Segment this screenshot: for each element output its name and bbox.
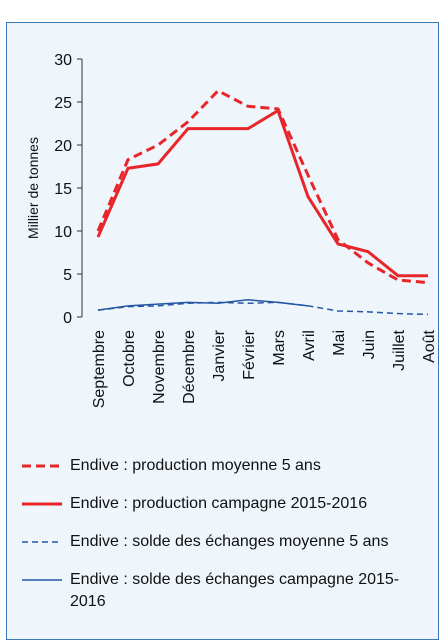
legend-label: Endive : production campagne 2015-2016: [70, 495, 368, 512]
series-line: [97, 299, 309, 311]
x-tick-label: Novembre: [151, 330, 168, 404]
x-tick-label: Juin: [361, 330, 378, 359]
legend-label: Endive : solde des échanges moyenne 5 an…: [70, 533, 389, 550]
legend-item: Endive : production moyenne 5 ans: [22, 455, 442, 477]
legend: Endive : production moyenne 5 ans Endive …: [22, 455, 442, 629]
legend-item: Endive : solde des échanges moyenne 5 an…: [22, 531, 442, 553]
x-tick-label: Mai: [331, 330, 348, 356]
y-tick-label: 15: [54, 181, 72, 198]
y-tick-label: 30: [54, 52, 72, 69]
y-tick-label: 10: [54, 224, 72, 241]
legend-item: Endive : production campagne 2015-2016: [22, 493, 442, 515]
x-tick-label: Août: [421, 329, 438, 362]
y-tick-label: 5: [63, 267, 72, 284]
x-tick-label: Janvier: [211, 329, 228, 381]
x-tick-label: Octobre: [121, 330, 138, 387]
chart: Millier de tonnes 0 5 10 15 20 25 30 Septembre O…: [25, 52, 438, 408]
x-tick-label: Février: [241, 329, 258, 379]
x-tick-label: Décembre: [181, 330, 198, 404]
series-line: [97, 301, 429, 316]
y-tick-label: 25: [54, 95, 72, 112]
series-line: [96, 88, 429, 285]
y-axis-label: Millier de tonnes: [25, 137, 41, 239]
legend-swatch: [22, 502, 62, 506]
x-tick-label: Avril: [301, 330, 318, 361]
series-line: [96, 108, 428, 278]
y-tick-label: 0: [63, 310, 72, 327]
chart-frame: [6, 22, 439, 640]
x-tick-label: Mars: [271, 330, 288, 366]
legend-label: Endive : production moyenne 5 ans: [70, 457, 321, 474]
legend-swatch: [22, 464, 62, 468]
legend-label: Endive : solde des échanges campagne 201…: [70, 571, 400, 610]
legend-item: Endive : solde des échanges campagne 201…: [22, 569, 442, 613]
legend-swatch: [22, 579, 62, 581]
y-tick-label: 20: [54, 138, 72, 155]
x-tick-label: Juillet: [391, 329, 408, 370]
x-tick-label: Septembre: [91, 330, 108, 408]
legend-swatch: [22, 541, 62, 543]
